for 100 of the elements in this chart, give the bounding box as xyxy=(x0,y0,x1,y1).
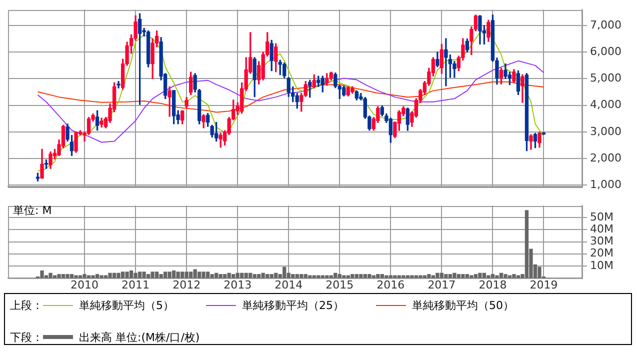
bar xyxy=(129,270,134,278)
bar xyxy=(176,272,180,278)
bar xyxy=(134,272,138,278)
bar xyxy=(180,272,184,278)
legend-title: 上段： xyxy=(10,298,43,312)
bar xyxy=(95,274,100,278)
bar xyxy=(495,275,499,278)
bar xyxy=(440,272,444,278)
y-tick-label: 1,000 xyxy=(590,178,622,191)
x-tick-label: 2018 xyxy=(478,278,507,292)
bar xyxy=(474,274,478,278)
bar xyxy=(61,274,66,278)
bar xyxy=(512,274,516,278)
y-tick-label: 4,000 xyxy=(590,98,622,112)
bar xyxy=(274,272,278,278)
bar xyxy=(486,275,490,278)
y-tick-label: 30M xyxy=(590,234,614,248)
bar xyxy=(116,272,120,278)
bar xyxy=(282,266,286,278)
bar xyxy=(482,272,486,278)
bar xyxy=(206,272,210,278)
bar xyxy=(223,274,227,278)
bar xyxy=(427,274,431,278)
bar xyxy=(376,274,380,278)
bar xyxy=(159,274,163,278)
bar xyxy=(74,275,78,278)
bar xyxy=(168,272,172,278)
bar xyxy=(70,274,74,278)
bar xyxy=(354,274,358,278)
bar xyxy=(300,274,304,278)
bar xyxy=(138,272,142,278)
bar xyxy=(304,274,308,278)
bar xyxy=(270,274,274,278)
y-tick-label: 3,000 xyxy=(590,124,622,138)
bar xyxy=(334,272,338,278)
bar xyxy=(40,270,44,278)
bar xyxy=(198,272,202,278)
bar xyxy=(163,272,168,278)
y-tick-label: 5,000 xyxy=(590,72,622,85)
bar xyxy=(252,274,256,278)
bar xyxy=(363,274,367,278)
bar xyxy=(538,266,542,278)
bar xyxy=(456,274,461,278)
bar xyxy=(291,274,295,278)
bar xyxy=(410,275,414,278)
bar xyxy=(490,274,495,278)
bar xyxy=(184,272,188,278)
x-tick-label: 2014 xyxy=(274,278,303,292)
x-tick-label: 2019 xyxy=(530,278,558,292)
legend-title: 下段： xyxy=(10,330,43,344)
bar xyxy=(266,274,270,278)
legend-label: 出来高 単位:(M株/口/枚) xyxy=(79,330,200,344)
y-tick-label: 40M xyxy=(590,222,614,236)
x-tick-label: 2012 xyxy=(172,278,201,292)
x-tick-label: 2016 xyxy=(376,278,405,292)
bar xyxy=(227,272,231,278)
bar xyxy=(150,272,154,278)
bar xyxy=(57,274,61,278)
bar xyxy=(359,274,363,278)
y-tick-label: 2,000 xyxy=(590,151,622,164)
bar xyxy=(142,272,146,278)
bar xyxy=(257,274,261,278)
y-tick-label: 6,000 xyxy=(590,45,622,58)
bar xyxy=(48,272,52,278)
bar xyxy=(448,274,452,278)
bar xyxy=(261,272,265,278)
bar xyxy=(112,272,116,278)
x-tick-label: 2011 xyxy=(122,278,150,292)
x-tick-label: 2010 xyxy=(70,278,99,292)
bar xyxy=(499,272,504,278)
bar xyxy=(295,274,299,278)
bar xyxy=(146,274,150,278)
bar xyxy=(240,272,244,278)
y-tick-label: 10M xyxy=(590,258,614,272)
bar xyxy=(66,274,70,278)
bar xyxy=(91,275,95,278)
bar xyxy=(154,272,159,278)
bar xyxy=(125,272,129,278)
bar xyxy=(120,272,125,278)
legend-label: 単純移動平均（25） xyxy=(242,298,344,312)
bar xyxy=(248,272,252,278)
bar xyxy=(210,274,214,278)
bar xyxy=(338,274,342,278)
bar xyxy=(350,274,354,278)
bar xyxy=(368,274,372,278)
bar xyxy=(82,274,86,278)
bar xyxy=(380,274,384,278)
annotation: 単位: M xyxy=(13,203,52,218)
bar xyxy=(232,274,236,278)
bar xyxy=(172,270,176,278)
bar xyxy=(478,272,482,278)
y-tick-label: 50M xyxy=(590,210,614,224)
x-tick-label: 2017 xyxy=(428,278,456,292)
bar xyxy=(418,275,422,278)
bar xyxy=(504,274,508,278)
bar xyxy=(108,272,112,278)
x-tick-label: 2015 xyxy=(326,278,354,292)
bar xyxy=(452,272,456,278)
y-tick-label: 20M xyxy=(590,246,614,260)
bar xyxy=(214,272,218,278)
